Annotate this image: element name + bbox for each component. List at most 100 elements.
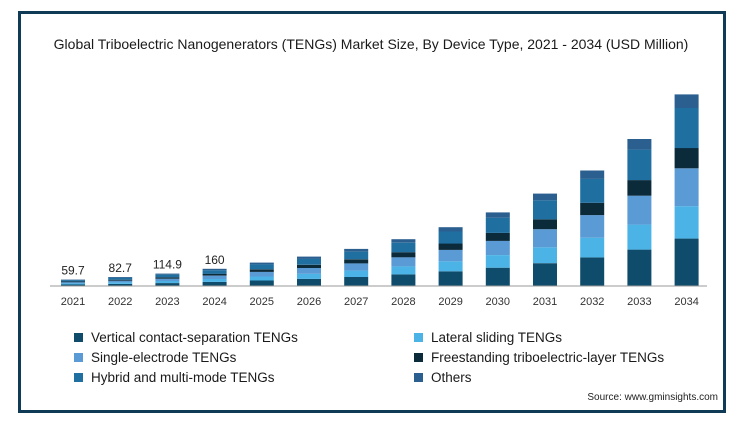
- total-data-label: 59.7: [61, 264, 85, 278]
- x-tick-label: 2022: [108, 296, 132, 308]
- legend-label: Hybrid and multi-mode TENGs: [91, 370, 275, 385]
- bar-2026-series-3: [297, 264, 321, 268]
- total-data-label: 160: [205, 253, 225, 267]
- bar-2029-series-0: [438, 271, 463, 286]
- bar-2033-series-3: [627, 180, 652, 196]
- bar-2026-series-4: [297, 258, 321, 265]
- bar-2030-series-0: [485, 267, 510, 286]
- bar-2024-series-5: [202, 268, 227, 271]
- legend-label: Freestanding triboelectric-layer TENGs: [431, 350, 665, 365]
- x-tick-label: 2024: [202, 296, 226, 308]
- bar-2032-series-1: [580, 237, 605, 258]
- bar-2021-series-5: [61, 279, 85, 281]
- bar-2023-series-5: [155, 273, 180, 275]
- bar-2032-series-0: [580, 257, 605, 286]
- bar-2030-series-4: [485, 217, 510, 233]
- legend-swatch: [414, 333, 423, 342]
- bar-2033-series-0: [627, 249, 652, 286]
- bar-2033-series-1: [627, 224, 652, 250]
- bar-2024-series-2: [202, 275, 227, 279]
- bar-2022-series-3: [108, 279, 133, 281]
- x-tick-label: 2026: [297, 296, 321, 308]
- bar-2021-series-1: [61, 283, 85, 285]
- bar-2023-series-4: [155, 274, 180, 278]
- bar-2030-series-3: [485, 232, 510, 241]
- bar-2022-series-5: [108, 277, 133, 278]
- legend-label: Single-electrode TENGs: [91, 350, 237, 365]
- legend-item: Lateral sliding TENGs: [414, 330, 562, 345]
- bar-2034-series-3: [674, 148, 699, 169]
- bar-2026-series-5: [297, 256, 321, 259]
- bar-2025-series-3: [249, 269, 274, 272]
- x-tick-label: 2033: [627, 296, 651, 308]
- bar-2034-series-4: [674, 108, 699, 149]
- total-labels: 59.7 82.7 114.9 160: [61, 253, 225, 278]
- bar-2031-series-2: [533, 229, 557, 248]
- bar-2021-series-0: [61, 284, 85, 286]
- bar-2024-series-3: [202, 273, 227, 276]
- bar-2025-series-0: [249, 280, 274, 286]
- legend-label: Lateral sliding TENGs: [431, 330, 563, 345]
- bar-2021-series-4: [61, 280, 85, 282]
- bar-2023-series-2: [155, 278, 180, 282]
- bar-2029-series-2: [438, 249, 463, 262]
- legend-item: Others: [414, 370, 472, 385]
- bar-2021-series-2: [61, 282, 85, 284]
- x-tick-labels: 2021 2022 2023 2024 2025 2026 2027 2028 2029 2030…: [61, 296, 699, 308]
- legend-swatch: [74, 373, 83, 382]
- legend-item: Hybrid and multi-mode TENGs: [74, 370, 275, 385]
- bar-2026-series-1: [297, 273, 321, 279]
- bar-2028-series-1: [391, 266, 416, 275]
- bar-2023-series-1: [155, 281, 180, 283]
- source-note: Source: www.gminsights.com: [587, 392, 718, 403]
- x-tick-label: 2034: [674, 296, 698, 308]
- bar-2022-series-1: [108, 282, 133, 284]
- bar-2027-series-0: [344, 276, 369, 286]
- x-tick-label: 2031: [533, 296, 557, 308]
- bar-2027-series-2: [344, 263, 369, 271]
- bar-2033-series-4: [627, 149, 652, 181]
- bar-2024-series-1: [202, 279, 227, 282]
- bar-2027-series-3: [344, 259, 369, 264]
- bar-2028-series-0: [391, 274, 416, 286]
- x-tick-label: 2025: [250, 296, 274, 308]
- x-tick-label: 2023: [155, 296, 179, 308]
- bar-2027-series-1: [344, 270, 369, 277]
- bar-2026-series-2: [297, 268, 321, 274]
- legend-label: Others: [431, 370, 472, 385]
- bar-2032-series-2: [580, 215, 605, 238]
- bar-2022-series-0: [108, 284, 133, 286]
- bar-2026-series-0: [297, 278, 321, 286]
- legend-item: Vertical contact-separation TENGs: [74, 330, 298, 345]
- legend-item: Freestanding triboelectric-layer TENGs: [414, 350, 664, 365]
- bar-2031-series-5: [533, 193, 557, 201]
- legend-item: Single-electrode TENGs: [74, 350, 236, 365]
- bar-group: [61, 94, 699, 286]
- bar-2021-series-3: [61, 281, 85, 283]
- bar-2024-series-0: [202, 281, 227, 286]
- bar-2034-series-2: [674, 168, 699, 207]
- legend-label: Vertical contact-separation TENGs: [91, 330, 298, 345]
- chart-frame: [18, 11, 726, 413]
- bar-2034-series-0: [674, 238, 699, 286]
- bar-2031-series-3: [533, 219, 557, 230]
- bar-2023-series-3: [155, 277, 180, 279]
- total-data-label: 114.9: [153, 258, 182, 272]
- bar-2022-series-4: [108, 277, 133, 280]
- bar-2028-series-5: [391, 239, 416, 243]
- legend-swatch: [74, 333, 83, 342]
- bar-2030-series-2: [485, 240, 510, 255]
- bar-2029-series-1: [438, 261, 463, 272]
- x-tick-label: 2032: [580, 296, 604, 308]
- total-data-label: 82.7: [109, 261, 133, 275]
- bar-2031-series-4: [533, 200, 557, 220]
- bar-2029-series-3: [438, 243, 463, 250]
- bar-2022-series-2: [108, 280, 133, 283]
- x-tick-label: 2030: [486, 296, 510, 308]
- bar-2028-series-2: [391, 257, 416, 267]
- bar-2025-series-1: [249, 276, 274, 281]
- bar-2034-series-1: [674, 206, 699, 239]
- bar-2024-series-4: [202, 270, 227, 274]
- bar-2030-series-5: [485, 212, 510, 218]
